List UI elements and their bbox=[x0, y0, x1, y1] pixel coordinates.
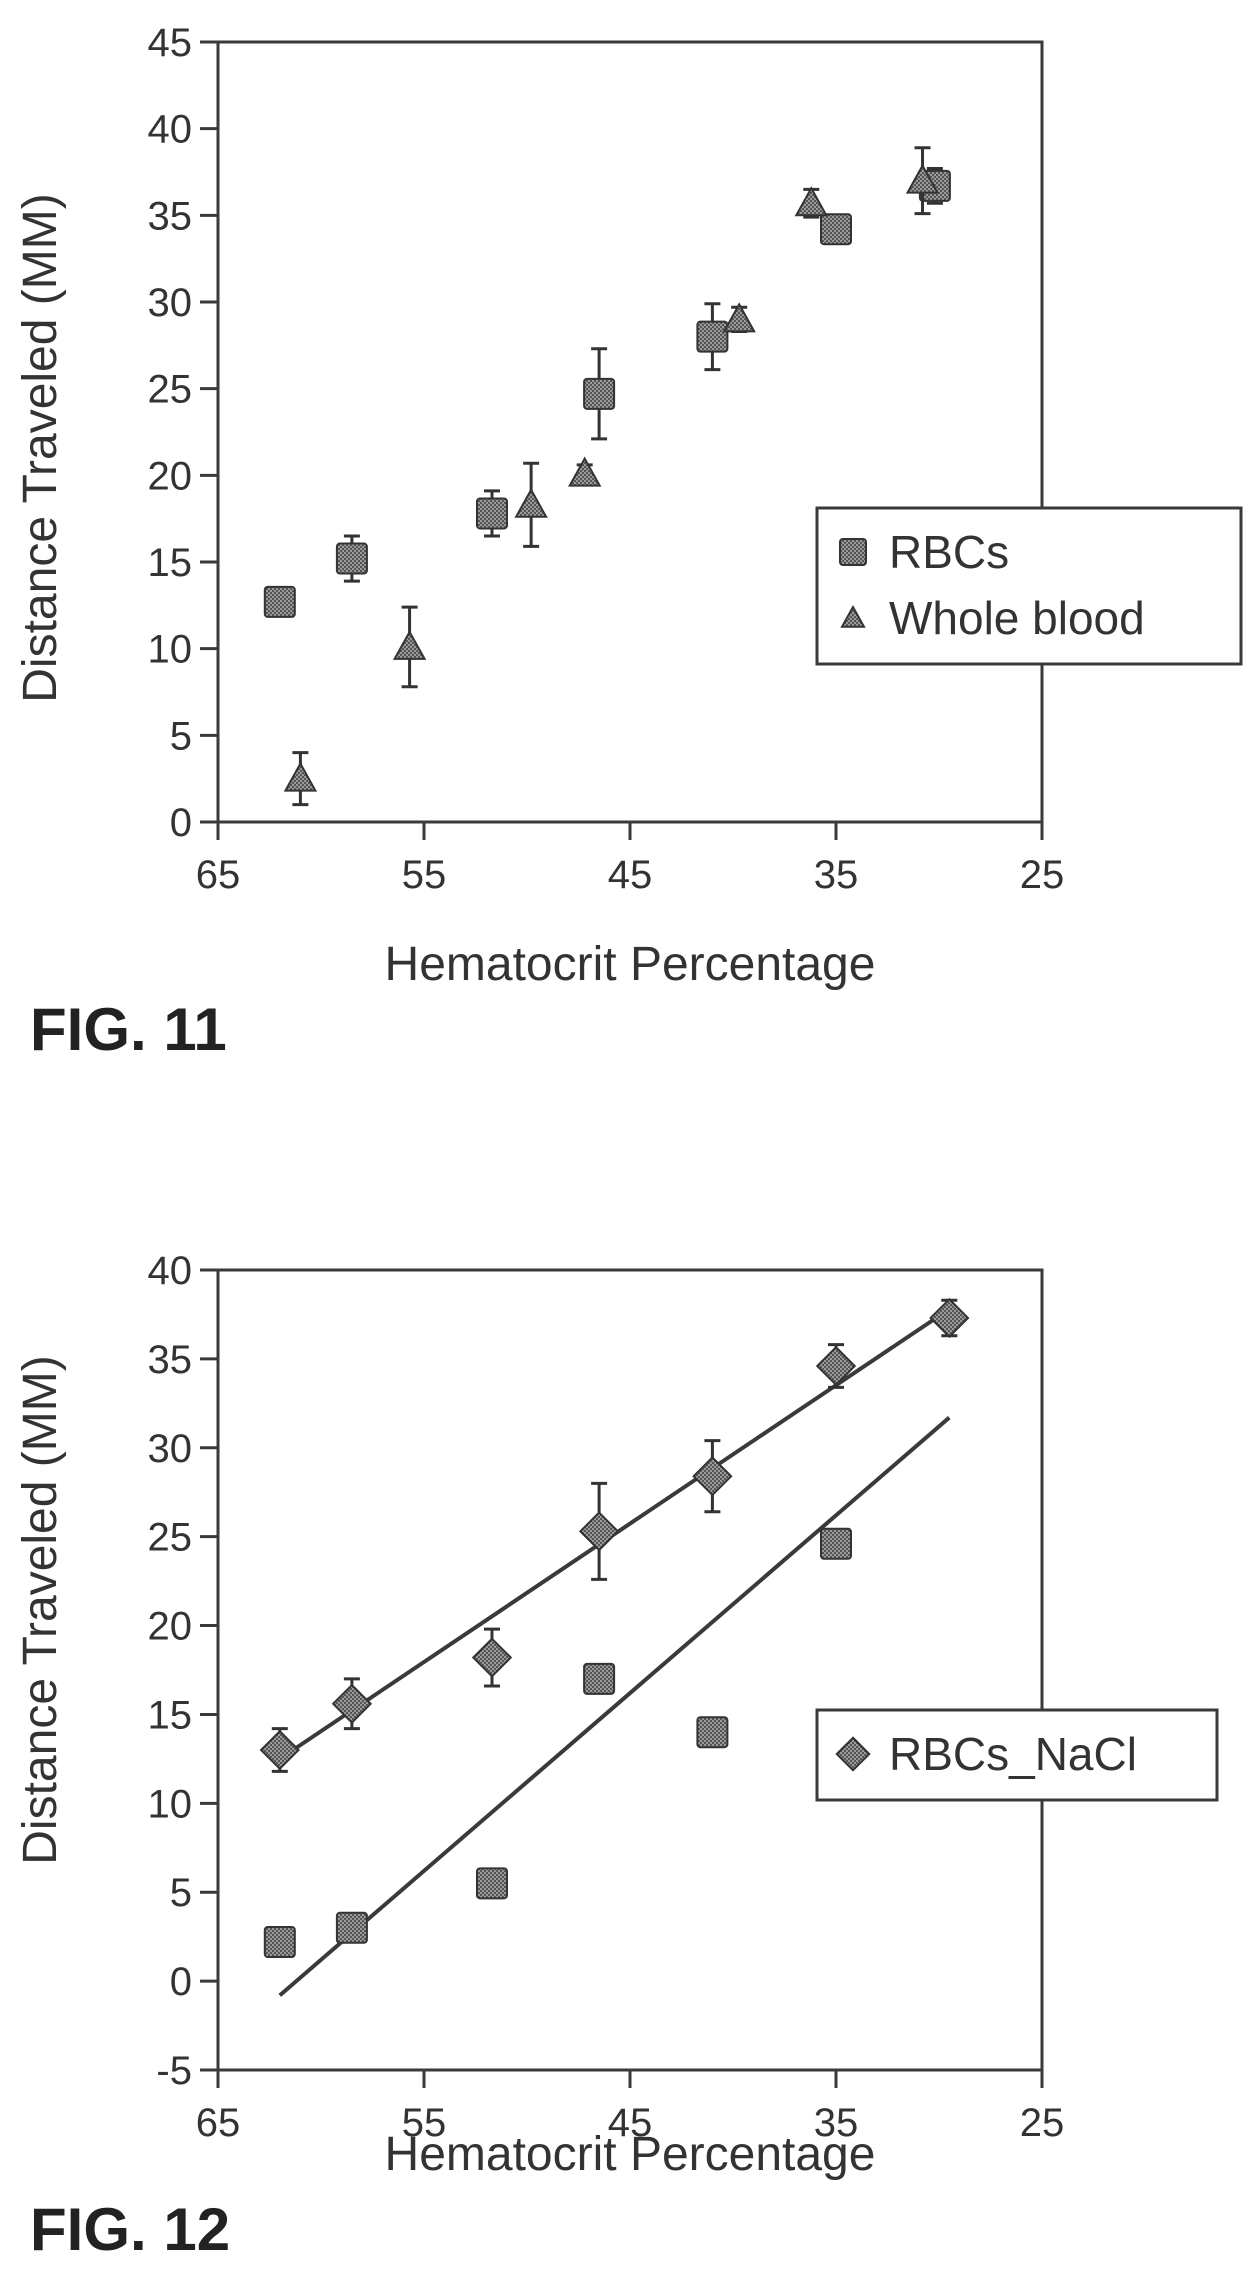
fig11-legend bbox=[815, 506, 1243, 666]
fig11-point-whole-blood bbox=[722, 302, 756, 333]
fig12-y-tick-label: 35 bbox=[148, 1338, 193, 1382]
fig11-point-rbcs bbox=[820, 213, 852, 246]
fig11-point-whole-blood bbox=[794, 186, 828, 217]
fig12-y-tick-label: 40 bbox=[148, 1249, 193, 1293]
fig11-point-rbcs bbox=[335, 542, 368, 575]
fig12-point-series-1 bbox=[475, 1867, 508, 1900]
fig11-point-rbcs bbox=[583, 377, 616, 410]
fig12-point-series-1 bbox=[820, 1527, 852, 1560]
fig11-legend-label: RBCs bbox=[889, 526, 1009, 578]
fig11-point-whole-blood bbox=[905, 163, 940, 194]
fig11-point-whole-blood bbox=[392, 629, 427, 660]
fig11-x-tick-label: 25 bbox=[1020, 853, 1065, 897]
fig12-point-series-1 bbox=[696, 1716, 729, 1749]
fig12-x-tick-label: 65 bbox=[196, 2101, 241, 2145]
fig11-chart: 65 55 45 35 25 0 5 10 15 20 25 30 35 40 45 RBCs Whole b… bbox=[14, 21, 1243, 1063]
fig11-y-tick-label: 35 bbox=[148, 194, 193, 238]
fig12-point-rbcs-nacl bbox=[815, 1345, 857, 1387]
fig11-y-tick-label: 30 bbox=[148, 281, 193, 325]
fig12-y-axis-label: Distance Traveled (MM) bbox=[14, 1355, 67, 1864]
fig12-legend bbox=[815, 1708, 1219, 1802]
fig12-point-rbcs-nacl bbox=[929, 1297, 970, 1339]
fig11-y-tick-label: 45 bbox=[148, 21, 193, 65]
fig12-legend-marker bbox=[835, 1736, 871, 1772]
fig12-y-tick-label: 10 bbox=[148, 1782, 193, 1826]
fig11-x-tick-label: 35 bbox=[814, 853, 859, 897]
fig11-legend-marker bbox=[839, 538, 867, 566]
fig11-x-tick-label: 55 bbox=[402, 853, 447, 897]
fig12-y-tick-label: -5 bbox=[156, 2049, 192, 2093]
fig12-y-tick-label: 25 bbox=[148, 1516, 193, 1560]
fig12-point-rbcs-nacl bbox=[578, 1511, 620, 1552]
fig11-point-whole-blood bbox=[283, 761, 318, 792]
fig11-point-rbcs bbox=[696, 320, 729, 353]
fig11-y-tick-label: 5 bbox=[170, 714, 192, 758]
fig11-x-tick-label: 65 bbox=[196, 853, 241, 897]
fig11-figure-label: FIG. 11 bbox=[30, 996, 227, 1063]
fig12-point-rbcs-nacl bbox=[331, 1683, 373, 1724]
fig12-point-series-1 bbox=[263, 1926, 296, 1958]
fig11-legend-marker bbox=[840, 604, 866, 628]
fig12-legend-label: RBCs_NaCl bbox=[889, 1728, 1137, 1780]
fig11-y-tick-label: 25 bbox=[148, 368, 193, 412]
fig11-y-tick-label: 15 bbox=[148, 541, 193, 585]
fig11-point-rbcs bbox=[475, 497, 508, 530]
fig11-y-tick-label: 40 bbox=[148, 108, 193, 152]
fig12-y-tick-label: 15 bbox=[148, 1693, 193, 1737]
fig12-point-series-1 bbox=[335, 1911, 368, 1944]
fig12-plot-frame bbox=[216, 1268, 1044, 2072]
fig12-y-tick-label: 20 bbox=[148, 1605, 193, 1649]
fig12-chart: 65 55 45 35 25 -5 0 5 10 15 20 25 30 35 40 RBCs_NaCl H… bbox=[14, 1249, 1219, 2263]
fig11-x-axis-label: Hematocrit Percentage bbox=[385, 938, 876, 991]
fig12-x-tick-label: 35 bbox=[814, 2101, 859, 2145]
fig12-x-axis-label: Hematocrit Percentage bbox=[385, 2128, 876, 2181]
fig12-y-tick-label: 5 bbox=[170, 1871, 192, 1915]
fig12-y-tick-label: 0 bbox=[170, 1960, 192, 2004]
fig12-point-rbcs-nacl bbox=[471, 1637, 513, 1678]
fig11-point-whole-blood bbox=[514, 487, 548, 518]
fig12-y-tick-label: 30 bbox=[148, 1427, 193, 1471]
fig12-point-rbcs-nacl bbox=[259, 1729, 300, 1771]
fig11-point-whole-blood bbox=[567, 456, 602, 487]
fig12-point-rbcs-nacl bbox=[692, 1456, 733, 1497]
fig11-legend-label: Whole blood bbox=[889, 592, 1145, 644]
fig12-figure-label: FIG. 12 bbox=[30, 2196, 230, 2263]
figure-11: 65 55 45 35 25 0 5 10 15 20 25 30 35 40 45 RBCs Whole b… bbox=[0, 0, 1260, 1090]
fig11-y-tick-label: 10 bbox=[148, 628, 193, 672]
fig11-y-tick-label: 0 bbox=[170, 801, 192, 845]
fig11-y-axis-label: Distance Traveled (MM) bbox=[14, 193, 67, 702]
fig11-x-tick-label: 45 bbox=[608, 853, 653, 897]
fig12-x-tick-label: 25 bbox=[1020, 2101, 1065, 2145]
fig11-y-tick-label: 20 bbox=[148, 454, 193, 498]
fig11-point-rbcs bbox=[263, 585, 296, 618]
fig11-plot-frame bbox=[216, 40, 1044, 824]
fig12-point-series-1 bbox=[583, 1662, 616, 1695]
figure-12: 65 55 45 35 25 -5 0 5 10 15 20 25 30 35 40 RBCs_NaCl H… bbox=[0, 1180, 1260, 2289]
fig12-x-tick-label: 55 bbox=[402, 2101, 447, 2145]
fig12-x-tick-label: 45 bbox=[608, 2101, 653, 2145]
fig12-fit-line-1 bbox=[278, 1416, 951, 1997]
